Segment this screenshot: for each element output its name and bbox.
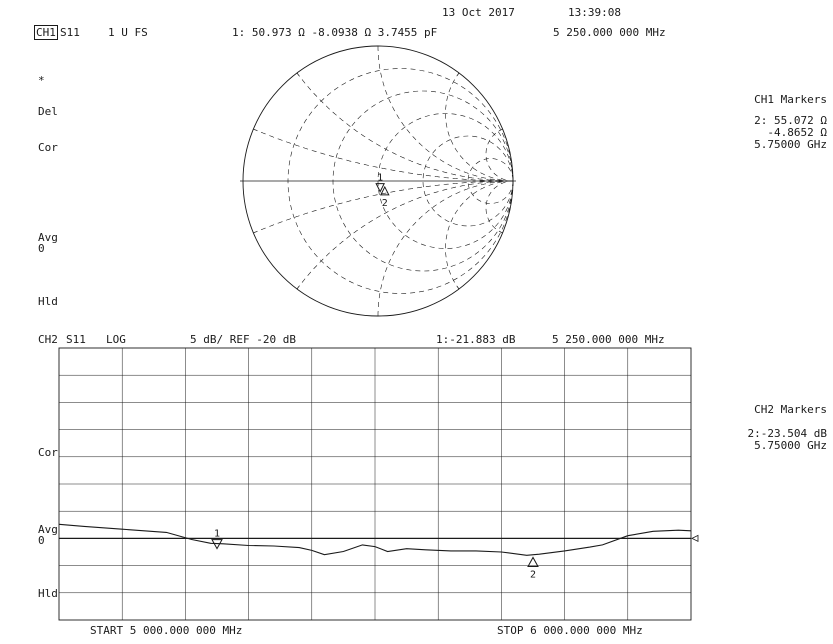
ch2-marker2-freq: 5.75000 GHz [754,439,827,452]
ch2-avg-count: 0 [38,534,45,547]
trace-s11-logmag [58,523,692,556]
ch1-del-label: Del [38,105,58,118]
smith-chart: 12 [240,45,516,317]
ch1-marker1-readout: 1: 50.973 Ω -8.0938 Ω 3.7455 pF [232,26,438,39]
ch1-scale: 1 U FS [108,26,148,39]
smith-reactance-arc [445,72,513,182]
ch2-hld-label: Hld [38,587,58,600]
trace-marker-2-label: 2 [530,569,536,580]
ch2-marker1-readout: 1:-21.883 dB [436,333,516,346]
ch1-avg-count: 0 [38,242,45,255]
ch1-marker2-value2: -4.8652 Ω [767,126,827,139]
smith-marker-2-label: 2 [382,198,388,209]
ch2-scale: 5 dB/ REF -20 dB [190,333,296,346]
time-label: 13:39:08 [568,6,621,19]
ch1-marker2-value1: 2: 55.072 Ω [754,114,827,127]
smith-reactance-arc [253,128,513,182]
date-label: 13 Oct 2017 [442,6,515,19]
ch2-param: S11 [66,333,86,346]
log-mag-plot: 12 [58,347,699,621]
ch2-avg-label: Avg [38,523,58,536]
smith-resistance-circle [467,158,514,204]
smith-marker-1 [375,183,385,193]
smith-reactance-arc [445,180,513,290]
smith-reactance-arc [296,180,513,290]
ch2-marker1-freq: 5 250.000 000 MHz [552,333,665,346]
trace-marker-1-label: 1 [214,529,220,540]
smith-marker-1-label: 1 [377,173,383,184]
ch2-markers-title: CH2 Markers [754,403,827,416]
ch2-label: CH2 [38,333,58,346]
ch1-hld-label: Hld [38,295,58,308]
reference-arrow [691,534,699,543]
trace-marker-1 [211,539,223,550]
smith-reactance-arc [253,180,513,234]
ch1-label: CH1 [34,25,58,40]
ch2-marker2-value: 2:-23.504 dB [747,427,827,440]
ch2-format: LOG [106,333,126,346]
ch1-star-label: * [38,74,45,87]
smith-reactance-arc [485,128,513,182]
trace-marker-2 [527,556,539,567]
ch1-markers-title: CH1 Markers [754,93,827,106]
ch2-cor-label: Cor [38,446,58,459]
ch2-start-freq: START 5 000.000 000 MHz [90,624,243,637]
ch1-param: S11 [60,26,80,39]
ch1-marker1-freq: 5 250.000 000 MHz [553,26,666,39]
ch2-stop-freq: STOP 6 000.000 000 MHz [497,624,643,637]
ch1-marker2-freq: 5.75000 GHz [754,138,827,151]
ch1-avg-label: Avg [38,231,58,244]
ch1-cor-label: Cor [38,141,58,154]
smith-reactance-arc [377,180,513,316]
smith-marker-2 [379,185,390,196]
smith-reactance-arc [485,180,513,234]
